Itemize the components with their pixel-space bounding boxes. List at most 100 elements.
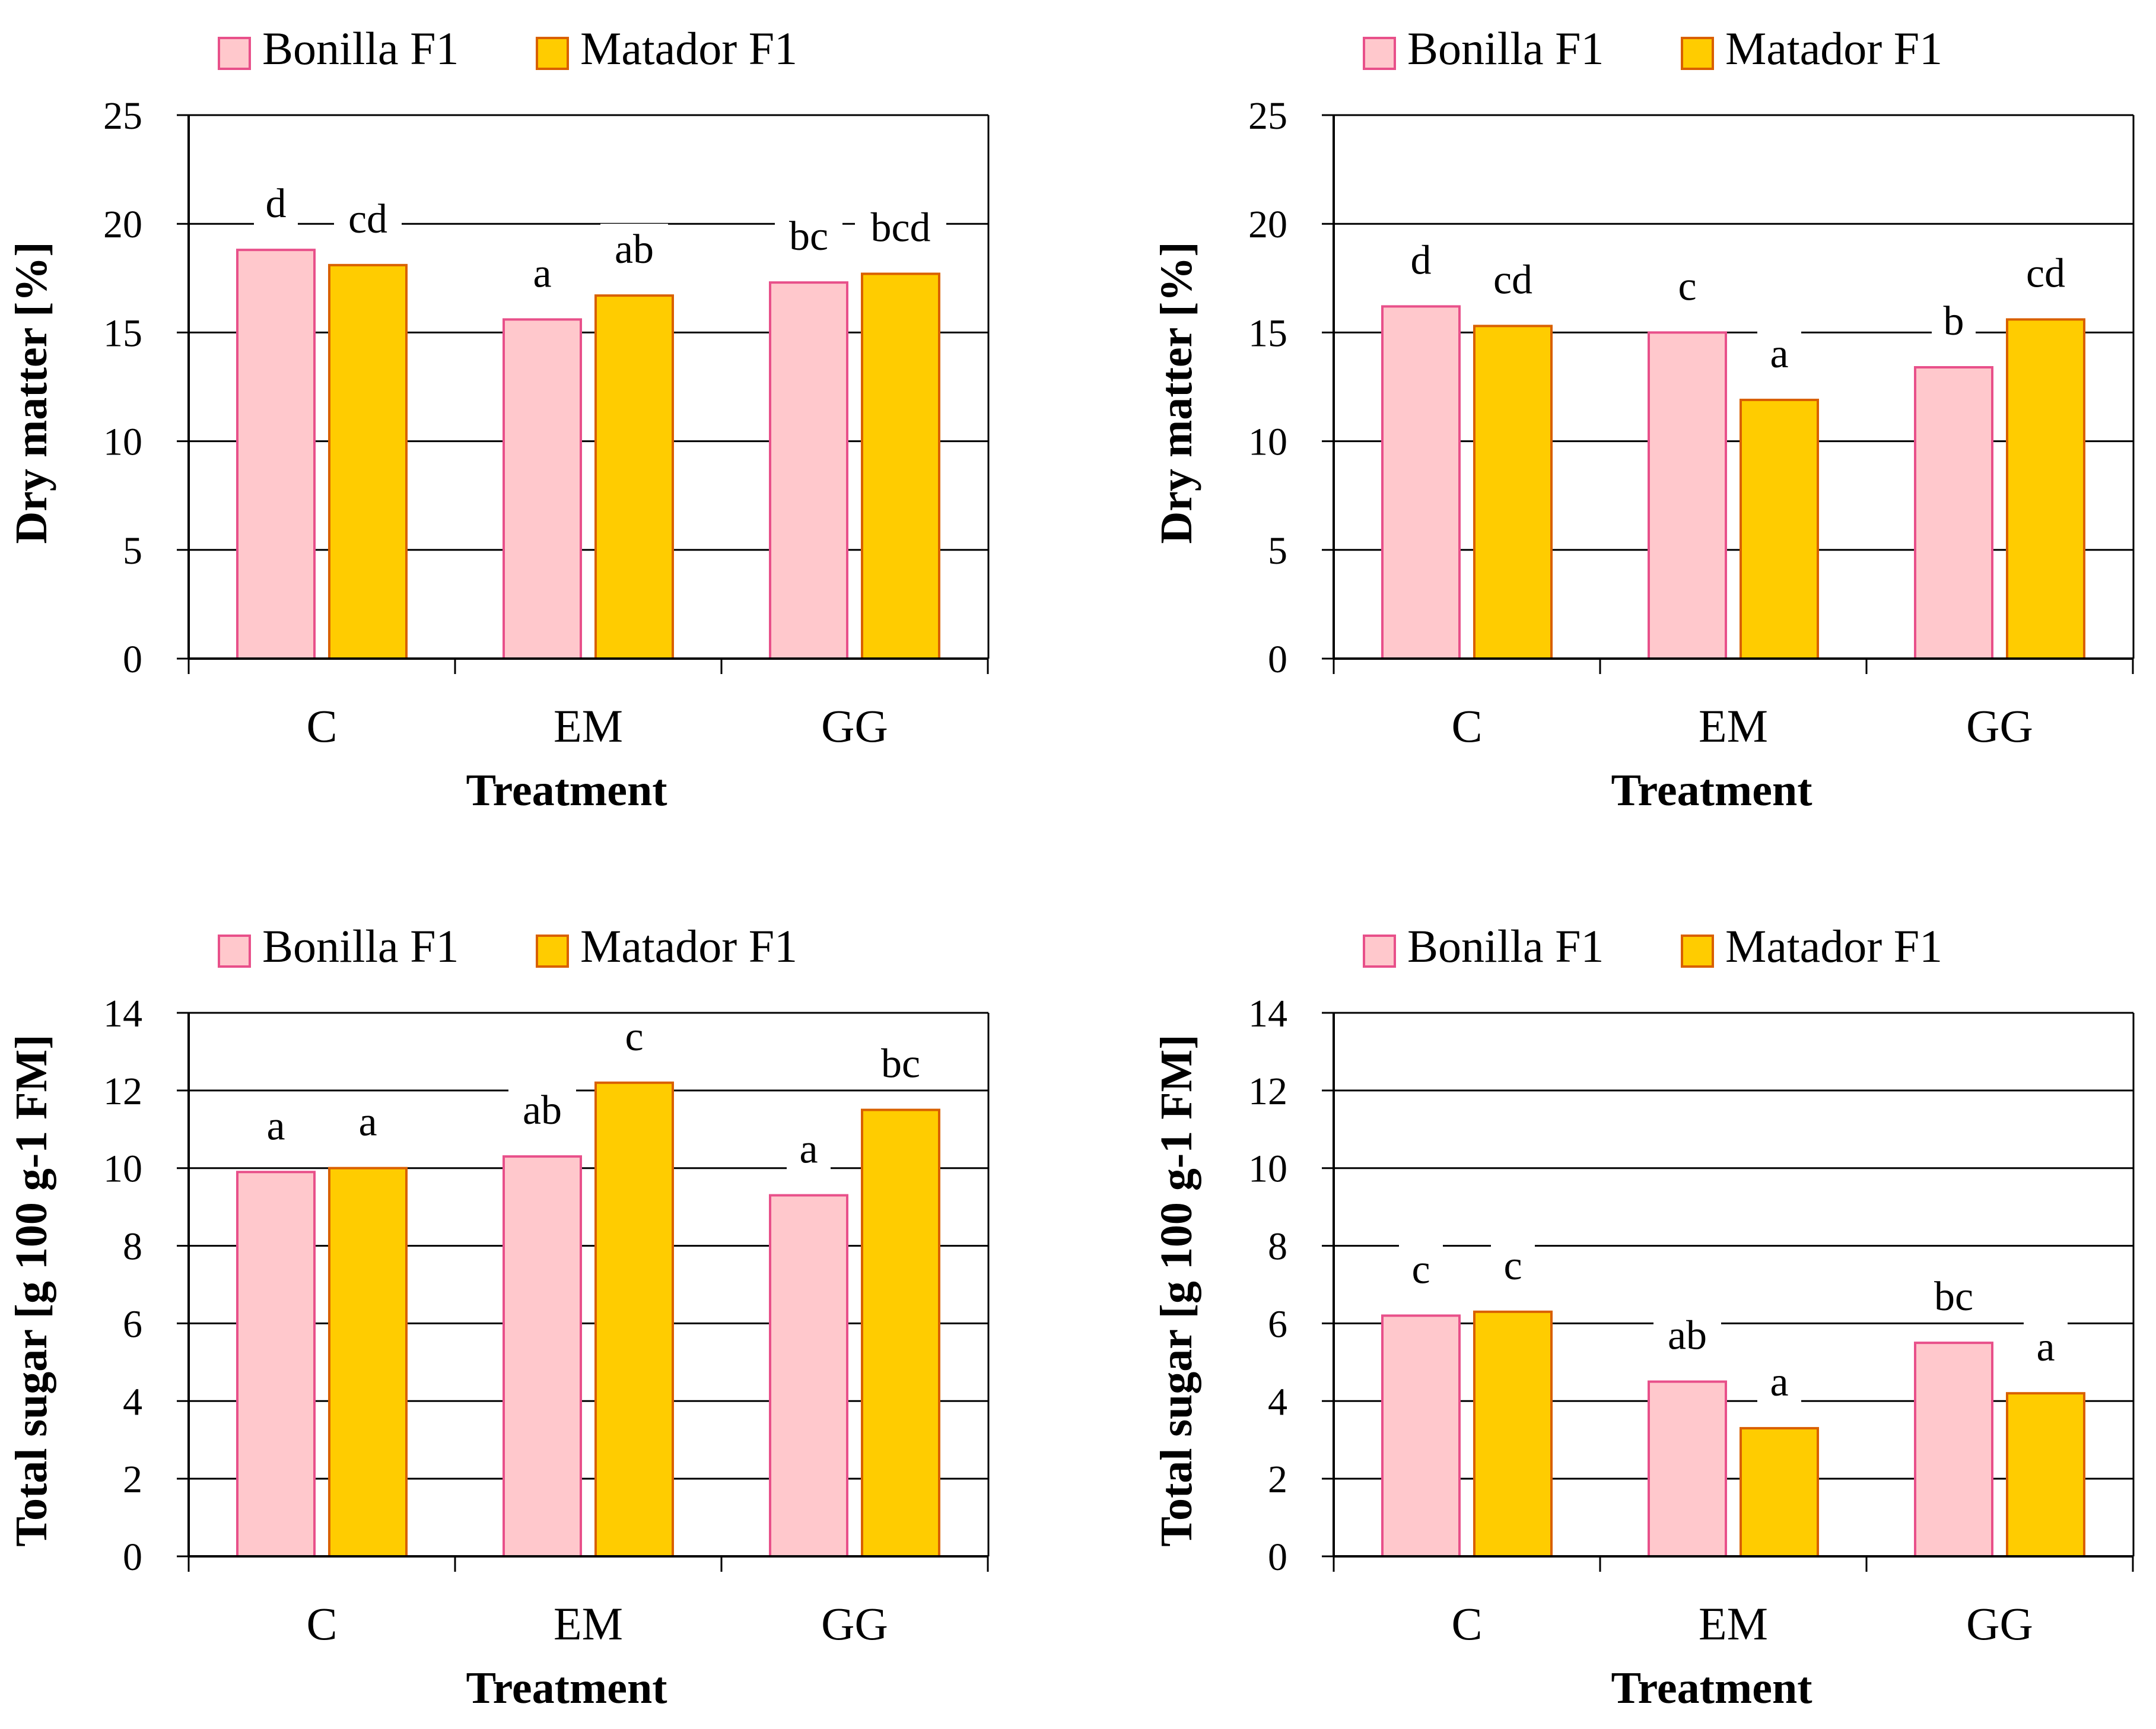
significance-letter: a [533,250,551,296]
bar-bonilla-em [503,1155,582,1558]
y-tick-label: 5 [1268,529,1287,573]
y-tick-label: 4 [123,1380,142,1423]
bar-bonilla-gg [769,281,848,660]
letter-background [1665,260,1709,312]
letter-background [612,1010,656,1062]
legend-label-matador: Matador F1 [580,920,797,972]
legend-label-bonilla: Bonilla F1 [1407,23,1604,74]
significance-letter: bc [881,1041,920,1087]
legend-label-matador: Matador F1 [580,23,797,74]
chart-panel-2: Bonilla F1 Matador F1 0 5 10 15 20 25 d cd Cc a EM b c… [1152,23,2135,815]
bar-matador-c [1473,325,1553,660]
y-tick-label: 15 [103,312,142,355]
x-category-label: GG [821,1598,888,1649]
y-tick-label: 25 [103,94,142,138]
y-tick-label: 6 [123,1302,142,1346]
y-tick-label: 5 [123,529,142,573]
legend-label-matador: Matador F1 [1725,920,1942,972]
bar-matador-gg [861,1108,940,1558]
significance-letter: d [1411,237,1432,283]
letter-background [600,224,668,275]
bar-matador-em [1740,398,1819,660]
bar-bonilla-c [1381,305,1461,660]
letter-background [855,202,946,253]
letter-background [1932,295,1976,347]
significance-letter: a [799,1127,818,1172]
x-axis-title: Treatment [1611,765,1812,815]
y-tick-label: 10 [103,1148,142,1191]
y-tick-label: 12 [103,1070,142,1113]
legend-swatch-matador [1681,37,1714,70]
bar-matador-gg [2006,1392,2085,1558]
x-category-label: C [306,1598,337,1649]
legend-label-bonilla: Bonilla F1 [1407,920,1604,972]
x-category-label: GG [1966,700,2033,752]
y-tick-label: 14 [103,992,142,1035]
y-tick-label: 2 [123,1458,142,1501]
bar-bonilla-gg [1914,1342,1993,1558]
x-category-label: EM [554,1598,623,1649]
letter-background [1653,1310,1721,1361]
letter-background [1479,254,1547,306]
y-axis-title: Total sugar [g 100 g-1 FM] [7,1034,56,1546]
letter-background [254,1100,298,1152]
significance-letter: d [266,181,287,227]
bar-matador-em [1740,1427,1819,1558]
letter-background [254,178,298,230]
significance-letter: a [1770,1359,1788,1405]
letter-background [1920,1271,1988,1323]
bar-matador-em [594,294,674,660]
significance-letter: c [1503,1243,1522,1289]
letter-background [2024,1321,2068,1373]
y-tick-label: 20 [103,203,142,246]
y-tick-label: 8 [1268,1225,1287,1269]
significance-letter: a [358,1099,377,1145]
letter-background [775,211,842,262]
legend-swatch-bonilla [218,37,251,70]
bar-matador-c [1473,1310,1553,1558]
letter-background [1757,1356,1801,1408]
x-category-label: C [1451,700,1482,752]
letter-background [508,1085,576,1136]
bar-bonilla-c [236,249,316,660]
y-tick-label: 6 [1268,1302,1287,1346]
y-tick-label: 10 [1248,421,1287,464]
significance-letter: b [1944,298,1964,344]
significance-letter: bcd [870,205,930,250]
x-category-label: EM [1699,1598,1768,1649]
y-tick-label: 0 [123,1536,142,1579]
significance-letter: cd [2026,250,2065,296]
legend-label-bonilla: Bonilla F1 [262,23,459,74]
x-axis-title: Treatment [466,1663,667,1713]
significance-letter: ab [1668,1313,1707,1359]
x-category-label: C [1451,1598,1482,1649]
bar-matador-c [328,1167,408,1558]
bar-matador-gg [861,272,940,660]
bar-bonilla-gg [1914,366,1993,660]
letter-background [1399,1244,1443,1295]
bar-bonilla-gg [769,1194,848,1558]
bar-bonilla-em [503,318,582,660]
legend-label-bonilla: Bonilla F1 [262,920,459,972]
x-axis-title: Treatment [466,765,667,815]
significance-letter: cd [348,196,387,242]
bar-bonilla-em [1648,1380,1727,1558]
x-category-label: GG [1966,1598,2033,1649]
legend-swatch-matador [536,37,569,70]
bar-bonilla-em [1648,331,1727,660]
bar-bonilla-c [236,1171,316,1558]
y-tick-label: 12 [1248,1070,1287,1113]
significance-letter: c [1678,263,1696,309]
y-tick-label: 0 [1268,638,1287,681]
significance-letter: bc [1934,1274,1973,1320]
legend-swatch-bonilla [1363,37,1396,70]
y-tick-label: 15 [1248,312,1287,355]
x-category-label: EM [554,700,623,752]
letter-background [867,1038,934,1089]
significance-letter: ab [615,227,654,272]
bar-matador-em [594,1081,674,1558]
y-axis-title: Total sugar [g 100 g-1 FM] [1152,1034,1201,1546]
letter-background [1399,234,1443,286]
x-axis-title: Treatment [1611,1663,1812,1713]
